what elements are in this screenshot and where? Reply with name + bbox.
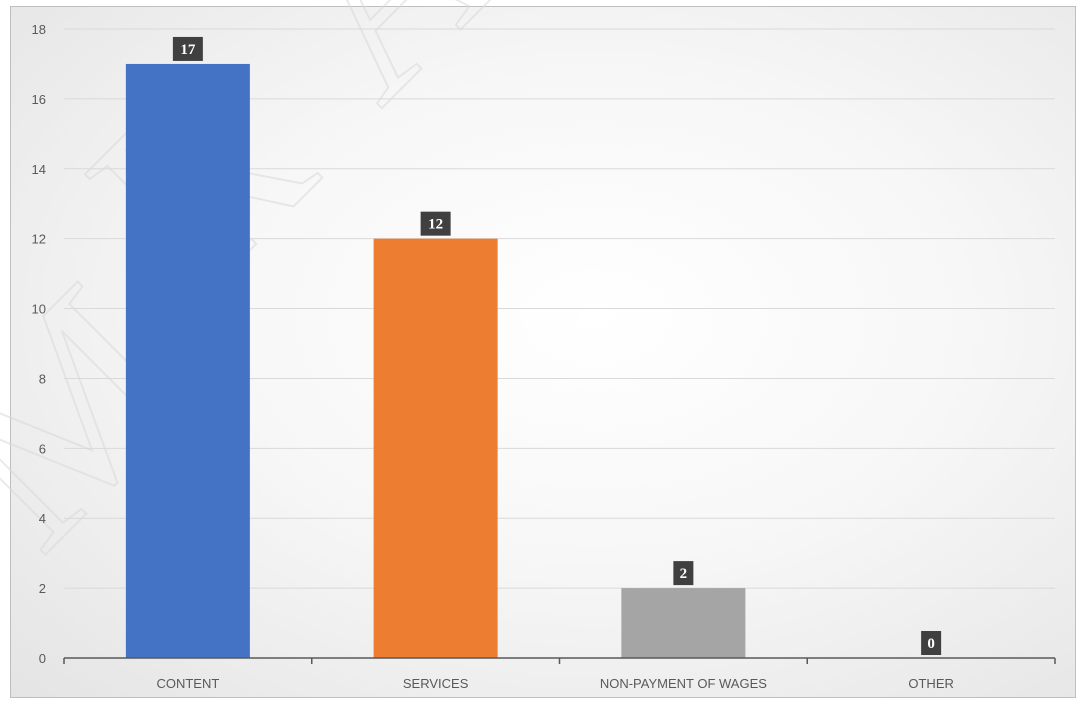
x-axis-tick-labels: CONTENT SERVICES NON-PAYMENT OF WAGES OTHER [156,676,953,691]
data-label: 12 [420,211,451,236]
data-label-background [172,36,203,61]
data-label: 2 [673,561,694,586]
bar [373,238,498,658]
data-label-background [673,561,694,586]
data-label: 17 [172,36,203,61]
data-labels: 17 12 2 0 [172,36,942,655]
data-label-text: 12 [428,217,443,233]
x-tick-label: CONTENT [156,676,219,691]
y-tick-label: 18 [32,22,46,37]
bars [125,63,746,658]
data-label-text: 0 [927,636,935,652]
x-tick-label: NON-PAYMENT OF WAGES [600,676,767,691]
y-tick-label: 6 [39,441,46,456]
data-label-background [921,631,942,655]
y-tick-label: 12 [32,232,46,247]
data-label-text: 17 [180,42,196,58]
y-tick-label: 8 [39,371,46,386]
y-tick-label: 2 [39,581,46,596]
data-label-background [420,211,451,236]
bar [125,63,250,658]
bar [621,588,746,658]
data-label: 0 [921,631,942,655]
data-label-text: 2 [680,566,688,582]
x-axis [63,657,1056,664]
y-tick-label: 16 [32,92,46,107]
y-tick-label: 4 [39,511,46,526]
y-tick-label: 14 [32,162,46,177]
y-tick-label: 0 [39,651,46,666]
y-axis-tick-labels: 0 2 4 6 8 10 12 14 16 18 [32,22,46,666]
x-tick-label: SERVICES [403,676,469,691]
x-tick-label: OTHER [908,676,954,691]
y-tick-label: 10 [32,302,46,317]
